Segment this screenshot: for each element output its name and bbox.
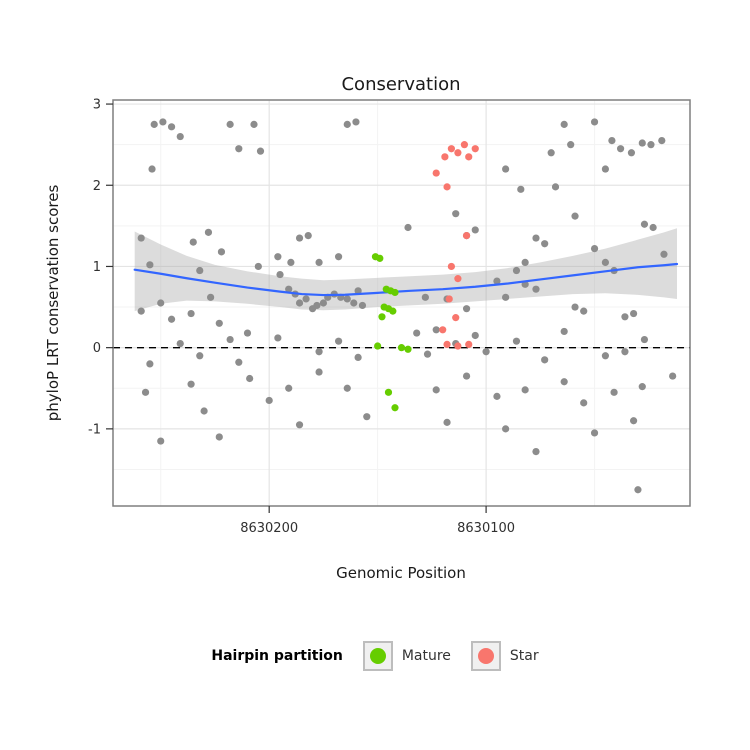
x-tick-label: 8630100 (457, 521, 515, 536)
legend-key-mature (362, 641, 393, 671)
panel-background (113, 100, 690, 506)
mature-point-icon (369, 648, 386, 664)
y-tick-label: 0 (93, 341, 101, 356)
axis-ticks: 8630200 8630100 3 2 1 0 -1 (88, 98, 515, 536)
y-tick-label: -1 (88, 422, 101, 437)
legend-item-star: Star (470, 641, 539, 671)
legend-item-mature: Mature (362, 641, 451, 671)
x-tick-label: 8630200 (240, 521, 298, 536)
points-star (432, 141, 479, 350)
points-mature (371, 253, 412, 412)
y-axis-label: phyloP LRT conservation scores (44, 185, 62, 422)
conservation-plot: 8630200 8630100 3 2 1 0 -1 Conservation Genomi… (44, 74, 691, 582)
y-tick-label: 1 (93, 260, 101, 275)
hairpin-partition-legend: Hairpin partition Mature Star (0, 641, 750, 671)
star-point-icon (477, 648, 494, 664)
x-axis-label: Genomic Position (336, 564, 466, 582)
plot-title: Conservation (341, 74, 460, 95)
legend-key-star (470, 641, 501, 671)
plot-panel: 8630200 8630100 3 2 1 0 -1 (88, 98, 691, 536)
legend-label-mature: Mature (401, 648, 451, 664)
legend-title: Hairpin partition (211, 648, 343, 664)
panel-border (112, 99, 691, 507)
y-tick-label: 3 (93, 98, 101, 113)
y-tick-label: 2 (93, 179, 101, 194)
legend-label-star: Star (509, 648, 539, 664)
points-unpartitioned (137, 118, 677, 494)
